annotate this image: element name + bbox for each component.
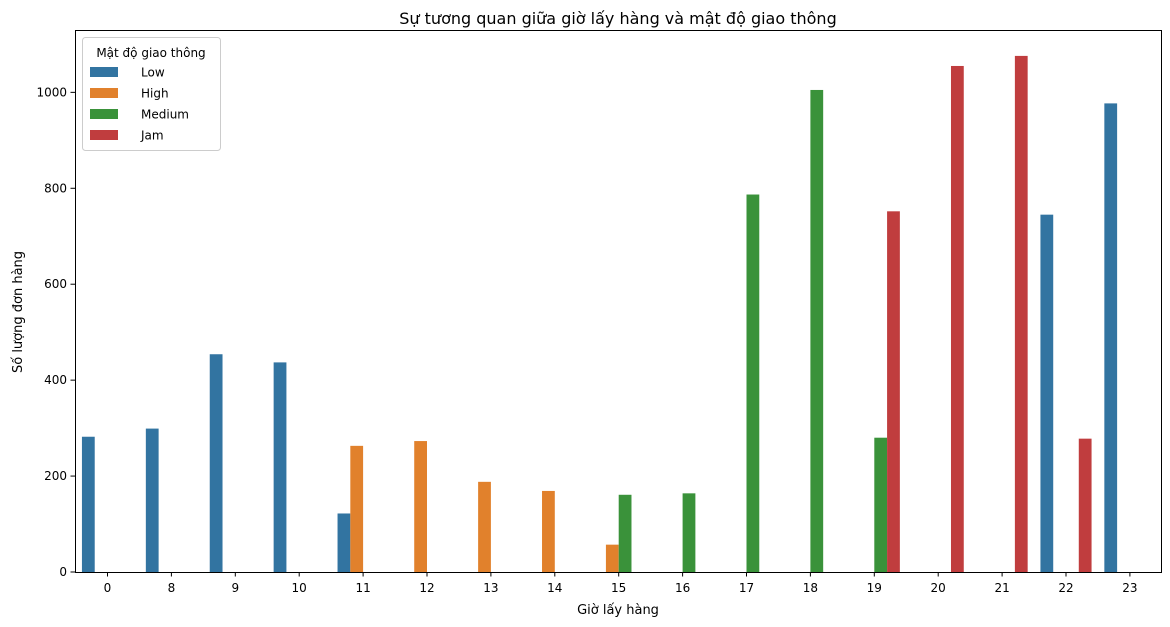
x-tick-label: 16	[675, 581, 690, 595]
plot-frame	[75, 30, 1162, 573]
x-tick-label: 14	[547, 581, 562, 595]
legend-label-jam: Jam	[140, 129, 164, 143]
x-tick-label: 17	[739, 581, 754, 595]
legend-box	[82, 37, 221, 151]
y-axis: 0 200 400 600 800 1000	[36, 85, 75, 579]
y-tick-label: 1000	[36, 85, 67, 99]
bar-high-13	[478, 481, 491, 572]
legend-swatch-low	[90, 67, 118, 77]
y-tick-label: 800	[44, 181, 67, 195]
x-tick-label: 23	[1122, 581, 1137, 595]
legend-swatch-high	[90, 88, 118, 98]
y-tick-label: 600	[44, 277, 67, 291]
y-axis-label: Số lượng đơn hàng	[11, 251, 26, 373]
chart-title: Sự tương quan giữa giờ lấy hàng và mật đ…	[399, 9, 836, 28]
bar-high-12	[414, 441, 427, 572]
legend-swatch-medium	[90, 109, 118, 119]
bar-low-10	[273, 362, 287, 572]
x-tick-label: 0	[104, 581, 112, 595]
x-tick-label: 13	[483, 581, 498, 595]
legend-label-low: Low	[141, 66, 165, 80]
bar-jam-21	[1014, 55, 1028, 572]
x-tick-label: 11	[355, 581, 370, 595]
x-tick-label: 15	[611, 581, 626, 595]
legend-label-high: High	[141, 87, 169, 101]
x-tick-label: 21	[994, 581, 1009, 595]
bar-low-22	[1040, 214, 1054, 572]
bars-group	[81, 55, 1118, 573]
bar-jam-19	[887, 211, 900, 572]
x-tick-label: 20	[931, 581, 946, 595]
bar-high-11	[350, 445, 364, 572]
bar-high-15	[605, 544, 619, 572]
bar-low-0	[81, 436, 95, 572]
bar-medium-15	[618, 494, 632, 572]
bar-low-11	[337, 513, 351, 572]
bar-medium-17	[746, 194, 760, 572]
legend: Mật độ giao thông Low High Medium Jam	[82, 37, 221, 151]
bar-low-9	[209, 354, 223, 572]
x-tick-label: 10	[292, 581, 307, 595]
legend-items: Low High Medium Jam	[90, 66, 189, 143]
y-tick-label: 0	[59, 565, 67, 579]
x-tick-label: 22	[1058, 581, 1073, 595]
bar-low-23	[1104, 103, 1118, 572]
x-tick-label: 12	[419, 581, 434, 595]
legend-label-medium: Medium	[141, 108, 189, 122]
bar-medium-16	[682, 493, 696, 572]
bar-jam-22	[1078, 438, 1092, 572]
bar-jam-20	[950, 65, 964, 572]
y-tick-label: 400	[44, 373, 67, 387]
x-tick-label: 8	[168, 581, 176, 595]
bar-medium-19	[874, 437, 888, 572]
x-axis: 0 8 9 10 11 12 13 14 15 16 17 18 19 20 21 22 23	[104, 572, 1138, 595]
x-tick-label: 18	[803, 581, 818, 595]
bar-medium-18	[810, 89, 824, 573]
legend-title: Mật độ giao thông	[96, 46, 205, 60]
legend-swatch-jam	[90, 130, 118, 140]
x-tick-label: 19	[867, 581, 882, 595]
x-axis-label: Giờ lấy hàng	[577, 603, 659, 618]
bar-low-8	[145, 428, 159, 572]
y-tick-label: 200	[44, 469, 67, 483]
x-tick-label: 9	[231, 581, 239, 595]
bar-high-14	[542, 490, 555, 572]
